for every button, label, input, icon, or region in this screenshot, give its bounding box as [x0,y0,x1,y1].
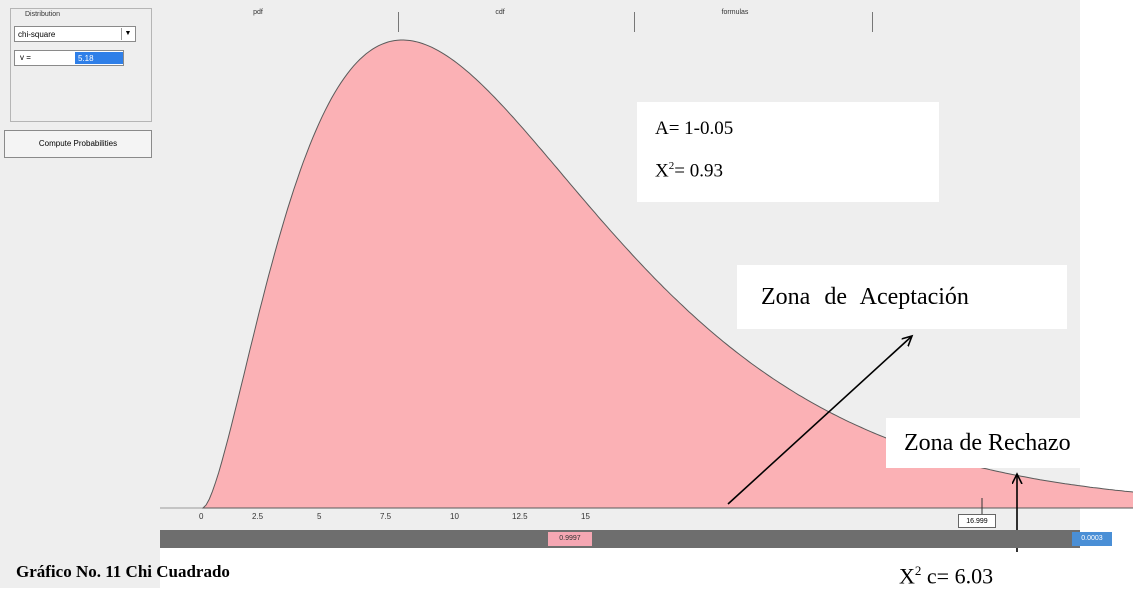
x-tick-label: 0 [199,512,204,521]
x-tick-label: 12.5 [512,512,528,521]
accept-probability-label: 0.9997 [548,532,592,546]
tab-divider [398,12,399,32]
tab-cdf[interactable]: cdf [495,9,505,16]
critical-value-label: X2 c= 6.03 [877,554,1133,588]
chi-square-symbol: X [655,160,669,182]
accept-arrow [727,336,912,505]
chevron-down-icon[interactable]: ▼ [121,28,134,40]
distribution-select[interactable]: chi-square ▼ [14,26,136,42]
compute-probabilities-button[interactable]: Compute Probabilities [4,130,152,158]
x-tick-label: 15 [581,512,590,521]
probability-slider[interactable] [160,530,1080,548]
sidebar: Distribution chi-square ▼ v = Compute Pr… [0,0,160,588]
degrees-of-freedom-label: v = [20,53,31,62]
acceptance-region [201,39,1133,509]
figure-caption: Gráfico No. 11 Chi Cuadrado [16,562,230,581]
tab-pdf[interactable]: pdf [253,9,263,16]
x-tick-label: 10 [450,512,459,521]
reject-probability-label: 0.0003 [1072,532,1112,546]
degrees-of-freedom-input[interactable] [75,52,123,64]
x-tick-label: 5 [317,512,322,521]
chi-square-value: = 0.93 [674,160,723,182]
tab-divider [634,12,635,32]
critical-exponent: 2 [914,563,922,578]
cut-value-field[interactable]: 16.999 [958,514,996,528]
critical-value: c= 6.03 [921,563,994,589]
distribution-group-label: Distribution [23,11,63,18]
distribution-select-value: chi-square [18,30,56,39]
info-box: A= 1-0.05 X2= 0.93 [637,102,939,202]
critical-symbol: X [899,563,915,589]
alpha-text: A= 1-0.05 [655,118,734,139]
chi-square-text: X2= 0.93 [655,160,723,182]
x-tick-label: 2.5 [252,512,264,521]
tab-bar: pdf cdf formulas [160,0,1080,34]
chi-square-exponent: 2 [668,160,675,172]
rejection-zone-label: Zona de Rechazo [886,418,1133,468]
x-tick-label: 7.5 [380,512,392,521]
acceptance-zone-label: Zona de Aceptación [737,265,1067,329]
tab-formulas[interactable]: formulas [721,9,749,16]
tab-divider [872,12,873,32]
degrees-of-freedom-row: v = [14,50,124,66]
